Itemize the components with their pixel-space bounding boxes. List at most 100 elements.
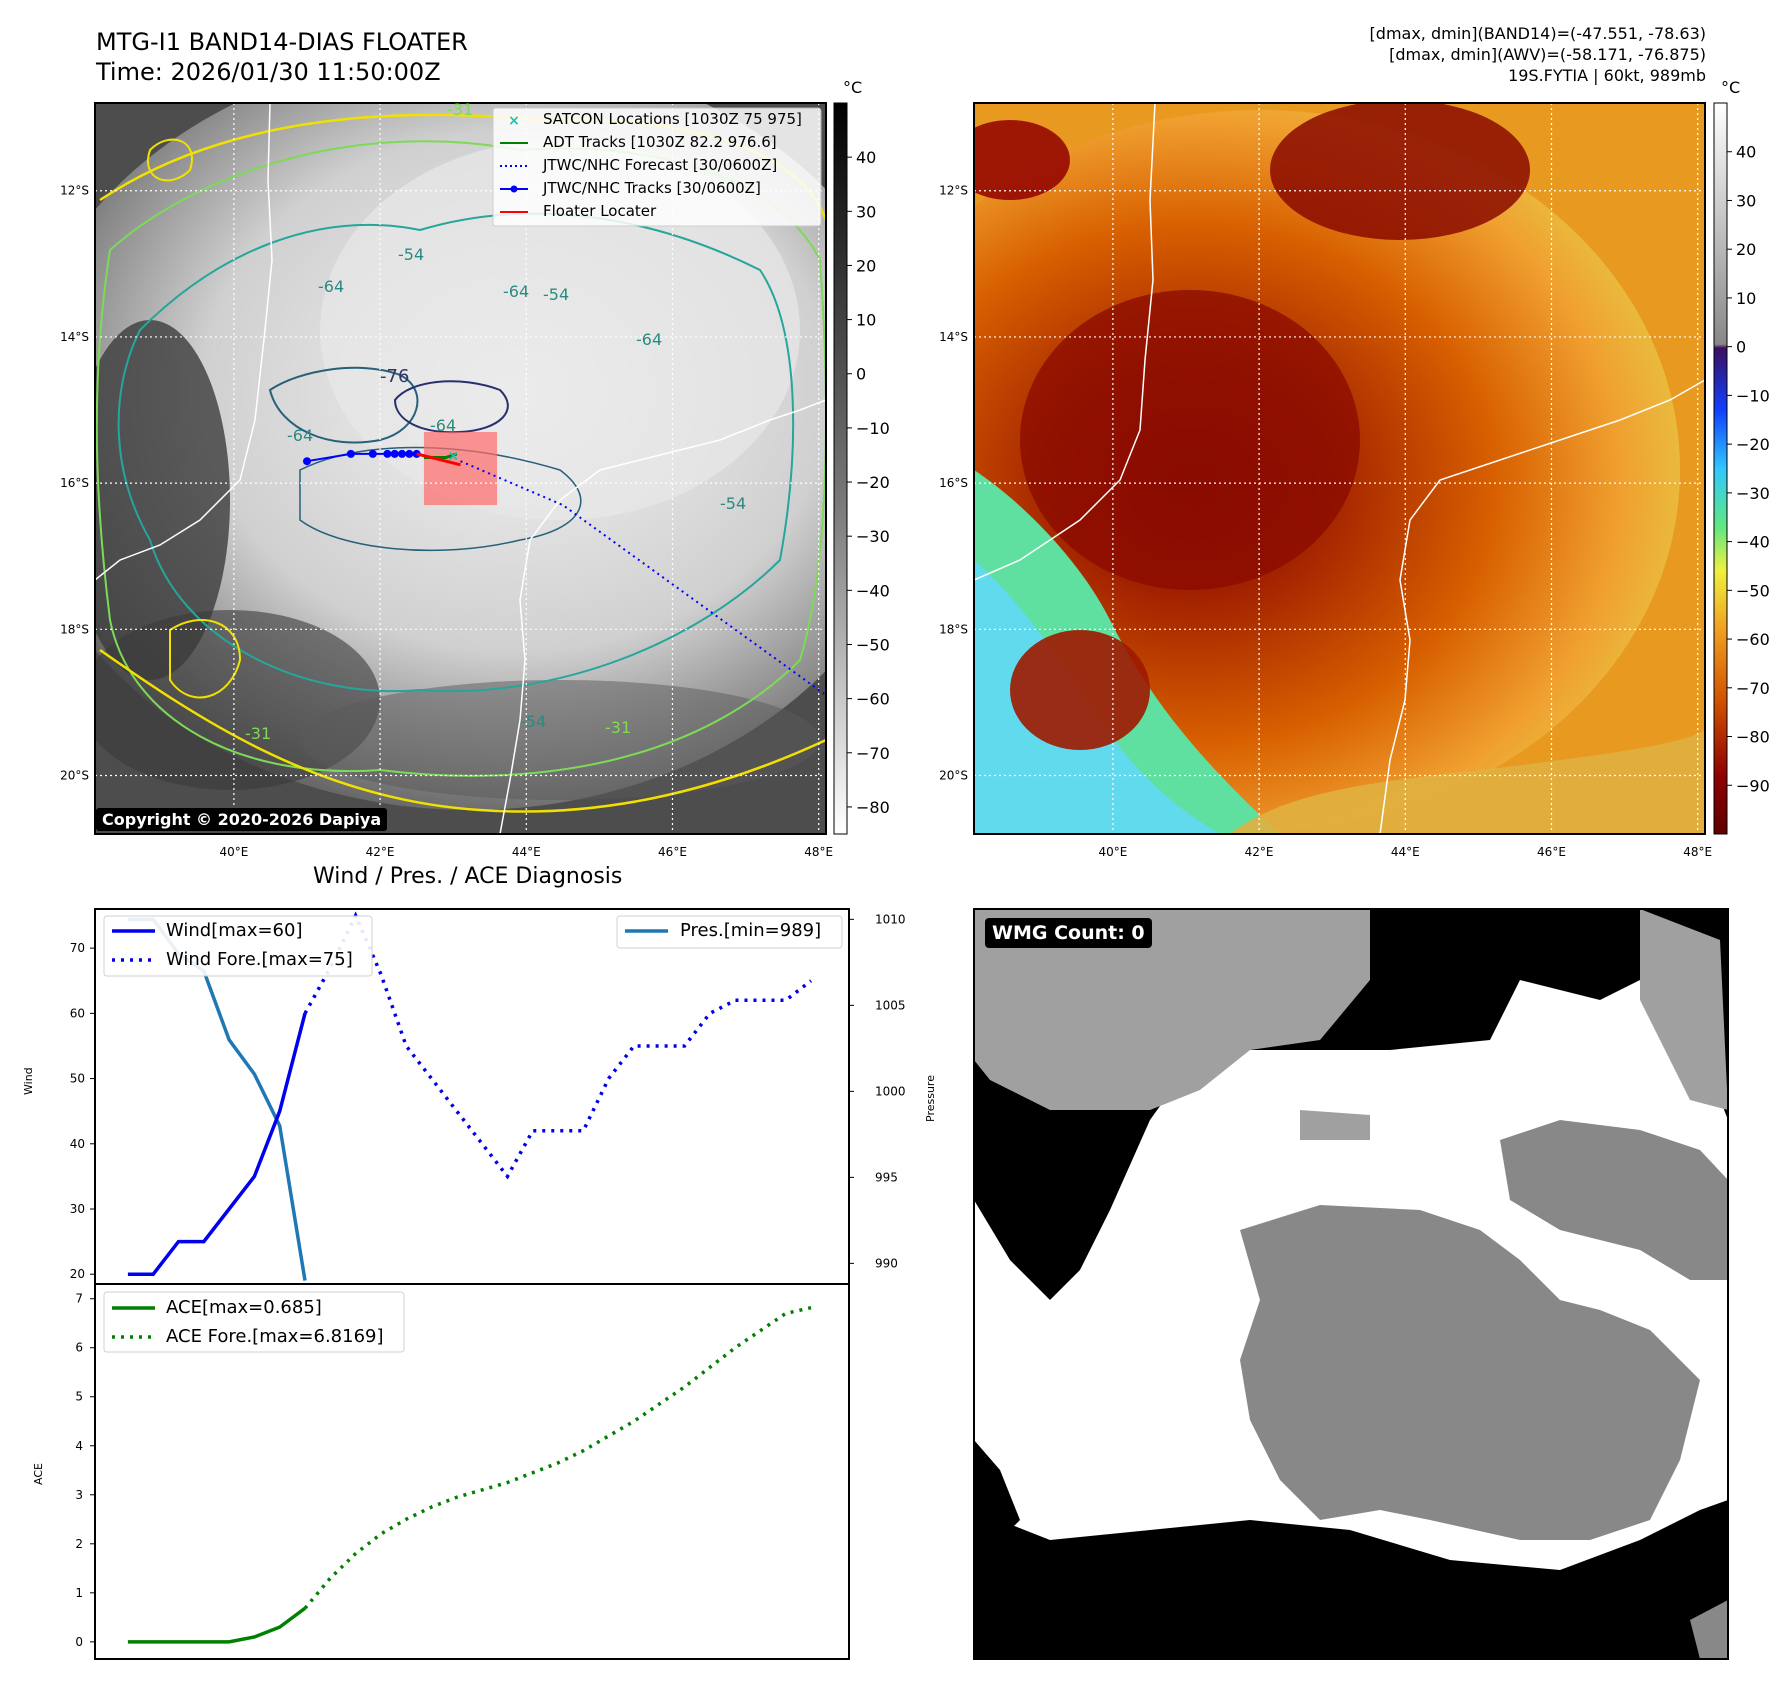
- colorbar-tick-label: 10: [856, 311, 876, 330]
- wind-ytick-label: 30: [70, 1202, 85, 1216]
- lon-tick-label: 42°E: [366, 845, 395, 859]
- colorbar-tick-label: −90: [1736, 776, 1770, 795]
- jtwc-track-point: [383, 449, 392, 458]
- lon-tick-label: 40°E: [1098, 845, 1127, 859]
- ace-ytick-label: 4: [75, 1439, 83, 1453]
- ace-ylabel: ACE: [32, 1463, 45, 1485]
- colorbar-tick-label: 0: [856, 365, 866, 384]
- colorbar-tick-label: −60: [856, 690, 890, 709]
- lon-tick-label: 48°E: [1683, 845, 1712, 859]
- lon-tick-label: 46°E: [658, 845, 687, 859]
- jtwc-forecast-line: [460, 460, 826, 696]
- ace-line: [127, 1606, 307, 1644]
- colorbar-tick-label: 0: [1736, 338, 1746, 357]
- ace-ytick-label: 2: [75, 1537, 83, 1551]
- color-colorbar-unit: °C: [1721, 78, 1741, 97]
- info-band14: [dmax, dmin](BAND14)=(-47.551, -78.63): [1369, 24, 1706, 43]
- lat-tick-label: 12°S: [939, 184, 968, 198]
- jtwc-track-point: [302, 457, 311, 466]
- legend-floater: Floater Locater: [543, 202, 657, 220]
- chart-title: Wind / Pres. / ACE Diagnosis: [313, 864, 623, 889]
- wind-legend-box: [103, 915, 373, 977]
- legend-wind-fore: Wind Fore.[max=75]: [166, 949, 353, 970]
- ace-ytick-label: 6: [75, 1341, 83, 1355]
- contour-label: -64: [287, 426, 314, 445]
- colorbar-tick-label: −30: [1736, 484, 1770, 503]
- contour-label: -64: [430, 416, 457, 435]
- jtwc-track-point: [398, 449, 407, 458]
- colorbar-tick-label: −50: [856, 635, 890, 654]
- colorbar-tick-label: −30: [856, 527, 890, 546]
- pressure-ytick-label: 1010: [875, 912, 906, 926]
- legend-jtwc-forecast: JTWC/NHC Forecast [30/0600Z]: [543, 156, 778, 174]
- figure-time: Time: 2026/01/30 11:50:00Z: [96, 58, 441, 86]
- wind-ytick-label: 20: [70, 1267, 85, 1281]
- contour-label: -64: [636, 330, 663, 349]
- ace-ytick-label: 5: [75, 1390, 83, 1404]
- colorbar-tick-label: −70: [856, 744, 890, 763]
- contour-label: -54: [520, 712, 547, 731]
- lon-tick-label: 40°E: [219, 845, 248, 859]
- colorbar-tick-label: −50: [1736, 581, 1770, 600]
- info-awv: [dmax, dmin](AWV)=(-58.171, -76.875): [1389, 45, 1706, 64]
- ace-ytick-label: 0: [75, 1635, 83, 1649]
- colorbar-tick-label: −10: [856, 419, 890, 438]
- wind-ytick-label: 40: [70, 1137, 85, 1151]
- contour-label: -54: [398, 245, 425, 264]
- lat-tick-label: 16°S: [939, 476, 968, 490]
- contour-label: -31: [245, 724, 272, 743]
- colorbar-tick-label: 30: [856, 202, 876, 221]
- floater-box: [423, 431, 498, 506]
- pressure-ytick-label: 1005: [875, 998, 906, 1012]
- contour-label: -31: [447, 100, 474, 119]
- legend-symbol-dot: [510, 185, 518, 193]
- wind-forecast-line: [303, 911, 813, 1180]
- lon-tick-label: 46°E: [1537, 845, 1566, 859]
- contour-label: -31: [605, 718, 632, 737]
- ace-ytick-label: 3: [75, 1488, 83, 1502]
- legend-symbol-satcon: ×: [508, 113, 520, 129]
- contour-label: -64: [503, 282, 530, 301]
- wind-ytick-label: 60: [70, 1006, 85, 1020]
- colorbar-tick-label: 20: [856, 256, 876, 275]
- lat-tick-label: 18°S: [60, 622, 89, 636]
- jtwc-track-point: [368, 449, 377, 458]
- floater-locater-line: [416, 452, 461, 467]
- wind-ytick-label: 50: [70, 1072, 85, 1086]
- colorbar-tick-label: 20: [1736, 240, 1756, 259]
- colorbar-tick-label: −80: [856, 798, 890, 817]
- wmg-count-label: WMG Count: 0: [985, 918, 1152, 948]
- colorbar-tick-label: 40: [856, 148, 876, 167]
- lon-tick-label: 42°E: [1245, 845, 1274, 859]
- wind-ytick-label: 70: [70, 941, 85, 955]
- lat-tick-label: 12°S: [60, 184, 89, 198]
- ace-legend-box: [103, 1291, 405, 1353]
- colorbar-tick-label: 10: [1736, 289, 1756, 308]
- colorbar-tick-label: −40: [1736, 533, 1770, 552]
- legend-adt: ADT Tracks [1030Z 82.2 976.6]: [543, 133, 777, 151]
- lon-tick-label: 48°E: [804, 845, 833, 859]
- colorbar-tick-label: −60: [1736, 630, 1770, 649]
- lon-tick-label: 44°E: [1391, 845, 1420, 859]
- contour-label: -54: [720, 494, 747, 513]
- copyright-label: Copyright © 2020-2026 Dapiya: [96, 808, 388, 831]
- colorbar-tick-label: −40: [856, 581, 890, 600]
- ir-legend-box: [492, 107, 822, 227]
- lat-tick-label: 18°S: [939, 622, 968, 636]
- colorbar-tick-label: 30: [1736, 191, 1756, 210]
- pres-legend-box: [616, 915, 843, 949]
- lat-tick-label: 16°S: [60, 476, 89, 490]
- contour-label: -54: [543, 285, 570, 304]
- jtwc-track-point: [390, 449, 399, 458]
- contour-label: -76: [380, 366, 410, 387]
- jtwc-track-point: [346, 449, 355, 458]
- jtwc-track-point: [405, 449, 414, 458]
- lon-tick-label: 44°E: [512, 845, 541, 859]
- colorbar-tick-label: −20: [856, 473, 890, 492]
- wind-line: [127, 1012, 307, 1276]
- legend-ace: ACE[max=0.685]: [166, 1297, 322, 1318]
- lat-tick-label: 14°S: [939, 330, 968, 344]
- colorbar-tick-label: −20: [1736, 435, 1770, 454]
- ace-ytick-label: 7: [75, 1292, 83, 1306]
- lat-tick-label: 20°S: [939, 769, 968, 783]
